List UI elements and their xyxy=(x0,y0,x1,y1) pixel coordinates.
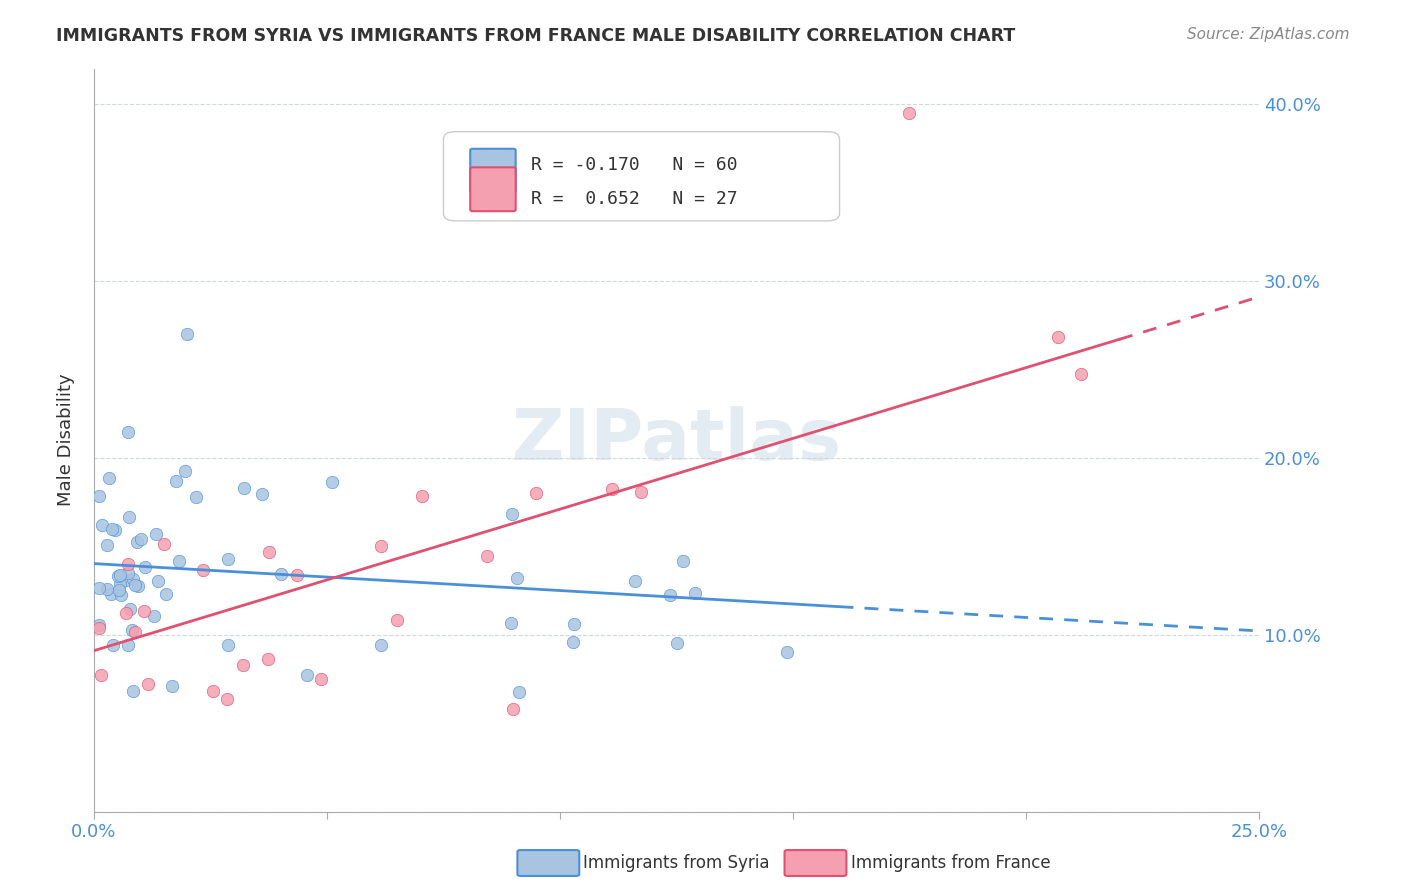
Text: R =  0.652   N = 27: R = 0.652 N = 27 xyxy=(531,189,737,208)
Point xyxy=(90,668,112,682)
Point xyxy=(107,569,129,583)
Point xyxy=(146,574,169,588)
Point xyxy=(232,658,254,673)
Point xyxy=(502,701,524,715)
Point xyxy=(671,554,693,568)
Point xyxy=(232,482,254,496)
Point xyxy=(121,623,143,637)
Point xyxy=(776,645,799,659)
Point xyxy=(145,527,167,541)
Point xyxy=(132,604,155,618)
Point xyxy=(97,471,120,485)
Point xyxy=(193,564,215,578)
Point xyxy=(117,638,139,652)
Point xyxy=(297,668,319,682)
Point xyxy=(165,475,187,489)
Point xyxy=(121,683,143,698)
Point xyxy=(96,538,118,552)
Point xyxy=(117,557,139,571)
Point xyxy=(127,579,149,593)
Point xyxy=(121,572,143,586)
Point xyxy=(87,621,110,635)
Y-axis label: Male Disability: Male Disability xyxy=(58,374,75,507)
Point xyxy=(257,652,280,666)
Point xyxy=(600,483,623,497)
Point xyxy=(117,425,139,440)
Point xyxy=(501,507,523,521)
Point xyxy=(666,636,689,650)
Point xyxy=(562,617,585,632)
Point xyxy=(96,582,118,597)
Point xyxy=(321,475,343,489)
FancyBboxPatch shape xyxy=(443,132,839,221)
Point xyxy=(561,635,583,649)
Text: R = -0.170   N = 60: R = -0.170 N = 60 xyxy=(531,156,737,174)
Point xyxy=(127,535,149,549)
Point xyxy=(411,489,433,503)
Point xyxy=(683,586,706,600)
Point xyxy=(117,566,139,580)
Point xyxy=(1070,367,1092,381)
Point xyxy=(155,587,177,601)
Text: Immigrants from France: Immigrants from France xyxy=(851,855,1050,872)
Point xyxy=(101,638,124,652)
Point xyxy=(108,583,131,598)
Point xyxy=(115,574,138,588)
Point xyxy=(108,568,131,582)
Point xyxy=(202,684,225,698)
Point xyxy=(167,553,190,567)
Point xyxy=(630,485,652,500)
Point xyxy=(217,638,239,652)
Point xyxy=(124,578,146,592)
Text: Source: ZipAtlas.com: Source: ZipAtlas.com xyxy=(1187,27,1350,42)
Point xyxy=(114,606,136,620)
Point xyxy=(153,537,176,551)
Point xyxy=(101,522,124,536)
Point xyxy=(108,576,131,591)
Point xyxy=(658,589,681,603)
Point xyxy=(387,613,409,627)
Text: Immigrants from Syria: Immigrants from Syria xyxy=(583,855,770,872)
Point xyxy=(87,618,110,632)
Point xyxy=(475,549,498,564)
Text: ZIPatlas: ZIPatlas xyxy=(512,406,842,475)
Point xyxy=(131,533,153,547)
Point xyxy=(118,510,141,524)
Point xyxy=(505,571,527,585)
Point xyxy=(508,685,530,699)
Point xyxy=(134,560,156,574)
Point xyxy=(160,679,183,693)
Point xyxy=(104,523,127,537)
FancyBboxPatch shape xyxy=(470,168,516,211)
Point xyxy=(87,581,110,595)
Point xyxy=(309,672,332,686)
FancyBboxPatch shape xyxy=(470,149,516,193)
Point xyxy=(898,105,921,120)
Point xyxy=(120,602,142,616)
Point xyxy=(124,624,146,639)
Point xyxy=(624,574,647,589)
Point xyxy=(285,567,308,582)
Point xyxy=(87,489,110,503)
Point xyxy=(1046,330,1069,344)
Point xyxy=(136,676,159,690)
Point xyxy=(270,567,292,582)
Point xyxy=(174,465,197,479)
Point xyxy=(501,615,523,630)
Point xyxy=(142,609,165,624)
Point xyxy=(217,552,239,566)
Point xyxy=(100,587,122,601)
Point xyxy=(257,544,280,558)
Point xyxy=(215,692,238,706)
Point xyxy=(176,326,198,341)
Point xyxy=(90,517,112,532)
Point xyxy=(370,539,392,553)
Point xyxy=(110,589,132,603)
Point xyxy=(250,486,273,500)
Text: IMMIGRANTS FROM SYRIA VS IMMIGRANTS FROM FRANCE MALE DISABILITY CORRELATION CHAR: IMMIGRANTS FROM SYRIA VS IMMIGRANTS FROM… xyxy=(56,27,1015,45)
Point xyxy=(370,638,392,652)
Point xyxy=(184,490,207,504)
Point xyxy=(524,485,547,500)
